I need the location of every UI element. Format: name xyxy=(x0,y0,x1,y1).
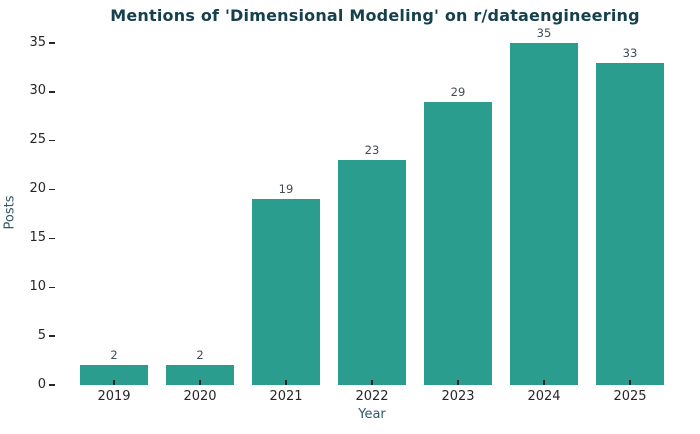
x-tick-label: 2020 xyxy=(156,389,244,404)
y-tick-label: 10 xyxy=(0,279,46,294)
bar-2022 xyxy=(338,160,406,385)
x-tick-mark xyxy=(629,380,631,385)
y-tick-label: 5 xyxy=(0,328,46,343)
bar-value-label: 35 xyxy=(510,26,578,40)
y-tick-mark xyxy=(49,335,55,337)
y-tick-mark xyxy=(49,287,55,289)
bar-value-label: 2 xyxy=(80,348,148,362)
chart-title: Mentions of 'Dimensional Modeling' on r/… xyxy=(50,6,700,25)
x-axis-label: Year xyxy=(322,407,422,422)
x-tick-mark xyxy=(543,380,545,385)
bar-value-label: 33 xyxy=(596,46,664,60)
chart: Mentions of 'Dimensional Modeling' on r/… xyxy=(0,0,700,434)
x-tick-label: 2024 xyxy=(500,389,588,404)
y-tick-mark xyxy=(49,189,55,191)
x-tick-mark xyxy=(371,380,373,385)
bar-2024 xyxy=(510,43,578,385)
y-tick-label: 15 xyxy=(0,230,46,245)
y-tick-mark xyxy=(49,91,55,93)
y-tick-label: 30 xyxy=(0,83,46,98)
x-tick-mark xyxy=(457,380,459,385)
y-tick-mark xyxy=(49,384,55,386)
x-tick-mark xyxy=(199,380,201,385)
x-tick-label: 2023 xyxy=(414,389,502,404)
x-tick-label: 2019 xyxy=(70,389,158,404)
x-tick-label: 2025 xyxy=(586,389,674,404)
x-tick-label: 2021 xyxy=(242,389,330,404)
y-tick-label: 0 xyxy=(0,377,46,392)
x-tick-label: 2022 xyxy=(328,389,416,404)
bar-2023 xyxy=(424,102,492,385)
y-tick-mark xyxy=(49,140,55,142)
y-tick-label: 20 xyxy=(0,181,46,196)
bar-2025 xyxy=(596,63,664,385)
bar-value-label: 29 xyxy=(424,85,492,99)
y-tick-mark xyxy=(49,238,55,240)
y-tick-mark xyxy=(49,42,55,44)
bar-2021 xyxy=(252,199,320,385)
bar-value-label: 2 xyxy=(166,348,234,362)
bar-value-label: 23 xyxy=(338,143,406,157)
x-tick-mark xyxy=(113,380,115,385)
bar-value-label: 19 xyxy=(252,182,320,196)
y-tick-label: 25 xyxy=(0,132,46,147)
y-tick-label: 35 xyxy=(0,35,46,50)
x-tick-mark xyxy=(285,380,287,385)
